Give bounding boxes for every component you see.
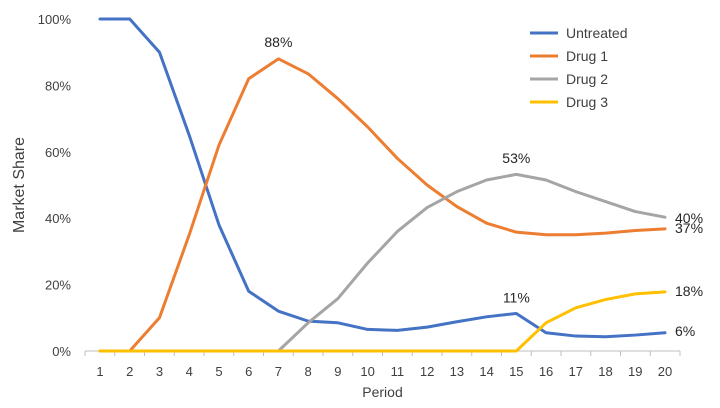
x-tick-label: 3 (156, 364, 163, 379)
y-tick-label: 100% (38, 12, 72, 27)
legend-label: Drug 3 (566, 94, 608, 110)
data-label: 88% (264, 34, 292, 50)
legend-label: Drug 1 (566, 48, 608, 64)
legend-label: Drug 2 (566, 71, 608, 87)
x-tick-label: 6 (245, 364, 252, 379)
x-tick-label: 4 (186, 364, 193, 379)
data-label: 37% (675, 220, 703, 236)
x-tick-label: 1 (96, 364, 103, 379)
x-tick-label: 13 (450, 364, 464, 379)
series-line-untreated (98, 17, 667, 339)
x-tick-label: 10 (360, 364, 374, 379)
data-label: 40% (675, 210, 703, 226)
series-line-drug-2 (98, 172, 667, 353)
legend: Untreated Drug 1 Drug 2 Drug 3 (530, 25, 627, 110)
x-tick-label: 17 (569, 364, 583, 379)
x-tick-label: 9 (334, 364, 341, 379)
data-label: 11% (503, 289, 530, 305)
x-tick-label: 16 (539, 364, 553, 379)
y-axis-title: Market Share (11, 137, 28, 233)
data-labels: 88% 53% 11% 40%37% 18% 6% (264, 34, 703, 339)
series-line-drug-3 (98, 290, 667, 353)
x-tick-label: 12 (420, 364, 434, 379)
x-tick-label: 18 (598, 364, 612, 379)
x-tick-label: 14 (479, 364, 493, 379)
y-tick-label: 0% (52, 344, 71, 359)
x-tick-label: 20 (658, 364, 672, 379)
data-label: 6% (675, 323, 695, 339)
x-tick-label: 8 (305, 364, 312, 379)
x-tick-label: 5 (215, 364, 222, 379)
x-tick-label: 2 (126, 364, 133, 379)
x-tick-label: 19 (628, 364, 642, 379)
data-label: 18% (675, 283, 703, 299)
data-label: 53% (502, 150, 530, 166)
tick-labels: 1 2 3 4 5 6 7 8 9 10 11 12 13 14 15 16 17 18 19 200%20%40%6… (38, 12, 672, 379)
x-axis-title: Period (362, 384, 402, 400)
y-tick-label: 20% (45, 278, 71, 293)
series-line-drug-1 (98, 57, 667, 353)
series-lines (98, 17, 667, 353)
legend-label: Untreated (566, 25, 627, 41)
y-tick-label: 60% (45, 145, 71, 160)
x-tick-label: 11 (391, 364, 405, 379)
y-tick-label: 80% (45, 78, 71, 93)
y-tick-label: 40% (45, 211, 71, 226)
x-tick-label: 7 (275, 364, 282, 379)
x-tick-label: 15 (509, 364, 523, 379)
